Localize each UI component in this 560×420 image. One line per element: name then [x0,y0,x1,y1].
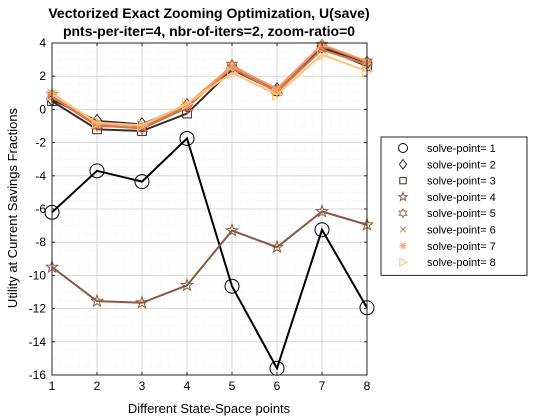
legend-entry: solve-point= 8 [399,257,496,269]
series-line [51,136,368,371]
x-tick-label: 7 [319,379,326,393]
chart-title: Vectorized Exact Zooming Optimization, U… [48,5,369,21]
data-point [399,242,407,250]
legend-label: solve-point= 1 [427,143,496,155]
legend-entry: solve-point= 7 [399,241,496,253]
data-point [137,118,149,132]
y-tick-label: 4 [39,36,46,50]
chart-subtitle: pnts-per-iter=4, nbr-of-iters=2, zoom-ra… [63,23,355,39]
y-tick-label: -10 [29,268,47,282]
data-point [89,293,105,308]
legend-entry: solve-point= 4 [397,191,496,204]
legend-label: solve-point= 7 [427,241,496,253]
y-tick-label: -16 [29,368,47,382]
data-point [317,48,329,61]
data-point [398,143,408,153]
legend-entry: solve-point= 5 [398,207,496,220]
y-tick-label: -2 [35,136,46,150]
x-tick-label: 5 [229,379,236,393]
data-point [182,97,194,110]
legend-label: solve-point= 6 [427,225,496,237]
x-tick-label: 3 [139,379,146,393]
data-point [272,83,282,94]
legend-label: solve-point= 4 [427,192,496,204]
x-tick-label: 6 [274,379,281,393]
x-tick-label: 8 [364,379,371,393]
data-point [227,61,237,72]
data-point [92,116,104,130]
data-point [314,222,330,238]
series-line [51,45,368,132]
x-tick-label: 2 [94,379,101,393]
data-point [399,226,407,233]
legend-entry: solve-point= 1 [398,143,496,155]
data-point [398,207,408,219]
x-axis-label: Different State-Space points [128,401,291,416]
series-line [51,53,368,127]
y-tick-label: -8 [35,235,46,249]
legend-entry: solve-point= 3 [399,176,496,188]
data-point [398,158,408,170]
series-4 [44,203,375,309]
legend-label: solve-point= 3 [427,176,496,188]
data-point [47,88,59,101]
data-point [89,163,105,179]
data-point [362,64,374,78]
data-point [227,66,239,80]
legend-label: solve-point= 2 [427,159,496,171]
y-tick-label: 2 [39,69,46,83]
data-point [134,295,150,309]
y-tick-label: -4 [35,169,46,183]
data-point [225,58,239,73]
legend-box [380,136,528,276]
data-point [179,130,195,146]
data-point [224,278,240,294]
data-point [272,88,284,101]
y-tick-label: -14 [29,335,47,349]
series-8 [47,48,374,132]
y-tick-label: 0 [39,102,46,116]
data-point [224,223,240,237]
data-point [399,257,409,267]
legend: solve-point= 1 solve-point= 2 solve-point=… [380,136,528,276]
series-layer [44,38,375,376]
x-tick-label: 4 [184,379,191,393]
data-point [316,38,328,54]
data-point [314,203,330,218]
y-axis-label: Utility at Current Savings Fractions [5,107,20,308]
data-point [134,174,150,190]
legend-label: solve-point= 8 [427,257,496,269]
series-1 [44,130,375,376]
legend-label: solve-point= 5 [427,208,496,220]
legend-entry: solve-point= 6 [399,225,496,237]
data-point [269,239,285,254]
y-tick-label: -12 [29,302,47,316]
data-point [397,191,409,202]
y-tick-label: -6 [35,202,46,216]
data-point [179,277,195,292]
legend-entry: solve-point= 2 [398,158,496,171]
data-point [180,100,194,115]
series-line [51,210,368,304]
x-tick-label: 1 [49,379,56,393]
data-point [399,176,407,185]
axis-ticks: 1 2 3 4 5 6 7 8 -16 -14 -12 -10 -8 -6 -4 -2 0 2 4 [29,36,371,393]
